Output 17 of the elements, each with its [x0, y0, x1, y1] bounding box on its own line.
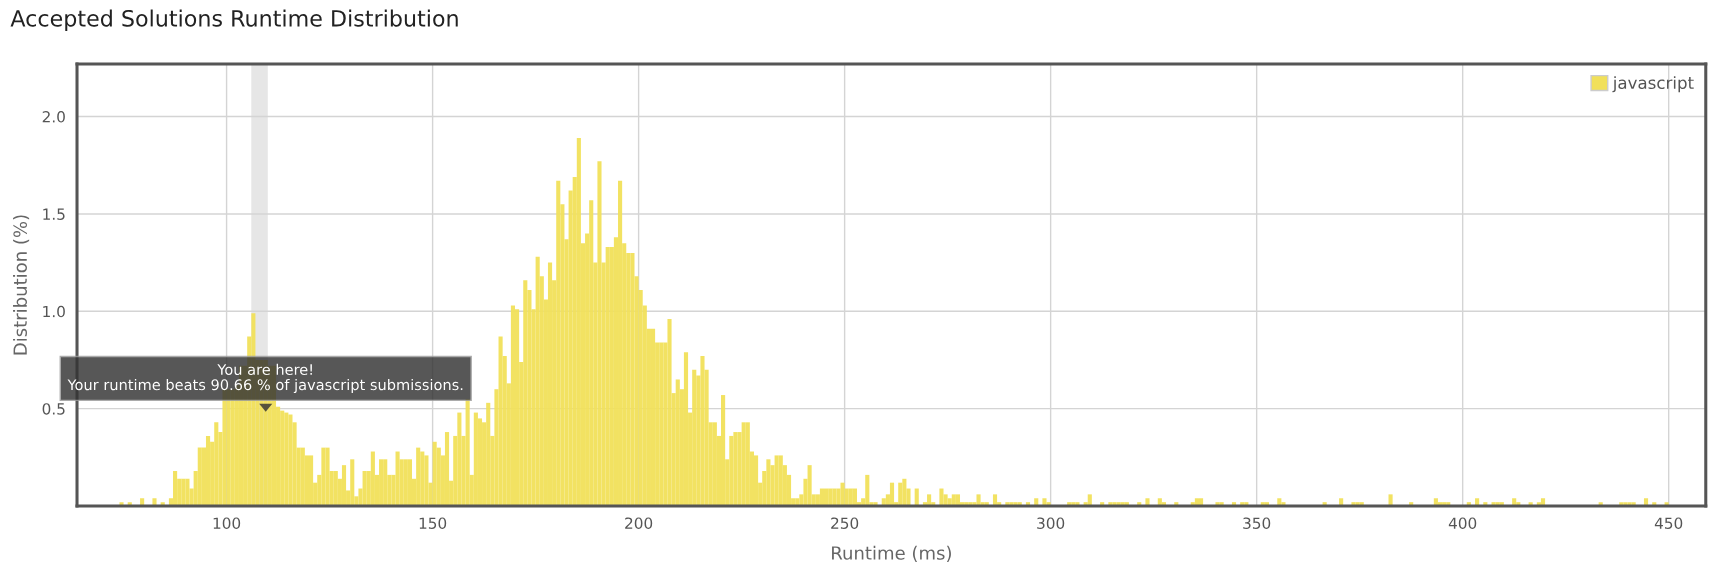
x-tick-label: 100	[213, 517, 241, 529]
legend-label: javascript	[1612, 76, 1694, 93]
x-tick-label: 200	[625, 517, 653, 529]
y-tick-label: 0.5	[42, 403, 65, 415]
chart-title: Accepted Solutions Runtime Distribution	[10, 9, 458, 32]
x-tick-label: 300	[1037, 517, 1065, 529]
x-tick-label: 150	[419, 517, 447, 529]
x-tick-label: 450	[1654, 517, 1683, 529]
y-tick-label: 1.0	[43, 305, 65, 318]
annotation: You are here! Your runtime beats 90.66 % of javascript submissions.	[67, 363, 463, 394]
y-tick-label: 2.0	[42, 111, 65, 123]
x-tick-label: 250	[831, 517, 859, 529]
x-tick-label: 350	[1243, 517, 1271, 529]
y-axis-title: Distribution (%)	[13, 215, 30, 355]
x-axis-title: Runtime (ms)	[832, 545, 951, 562]
y-tick-label: 1.5	[43, 208, 65, 220]
x-tick-label: 400	[1448, 517, 1477, 529]
